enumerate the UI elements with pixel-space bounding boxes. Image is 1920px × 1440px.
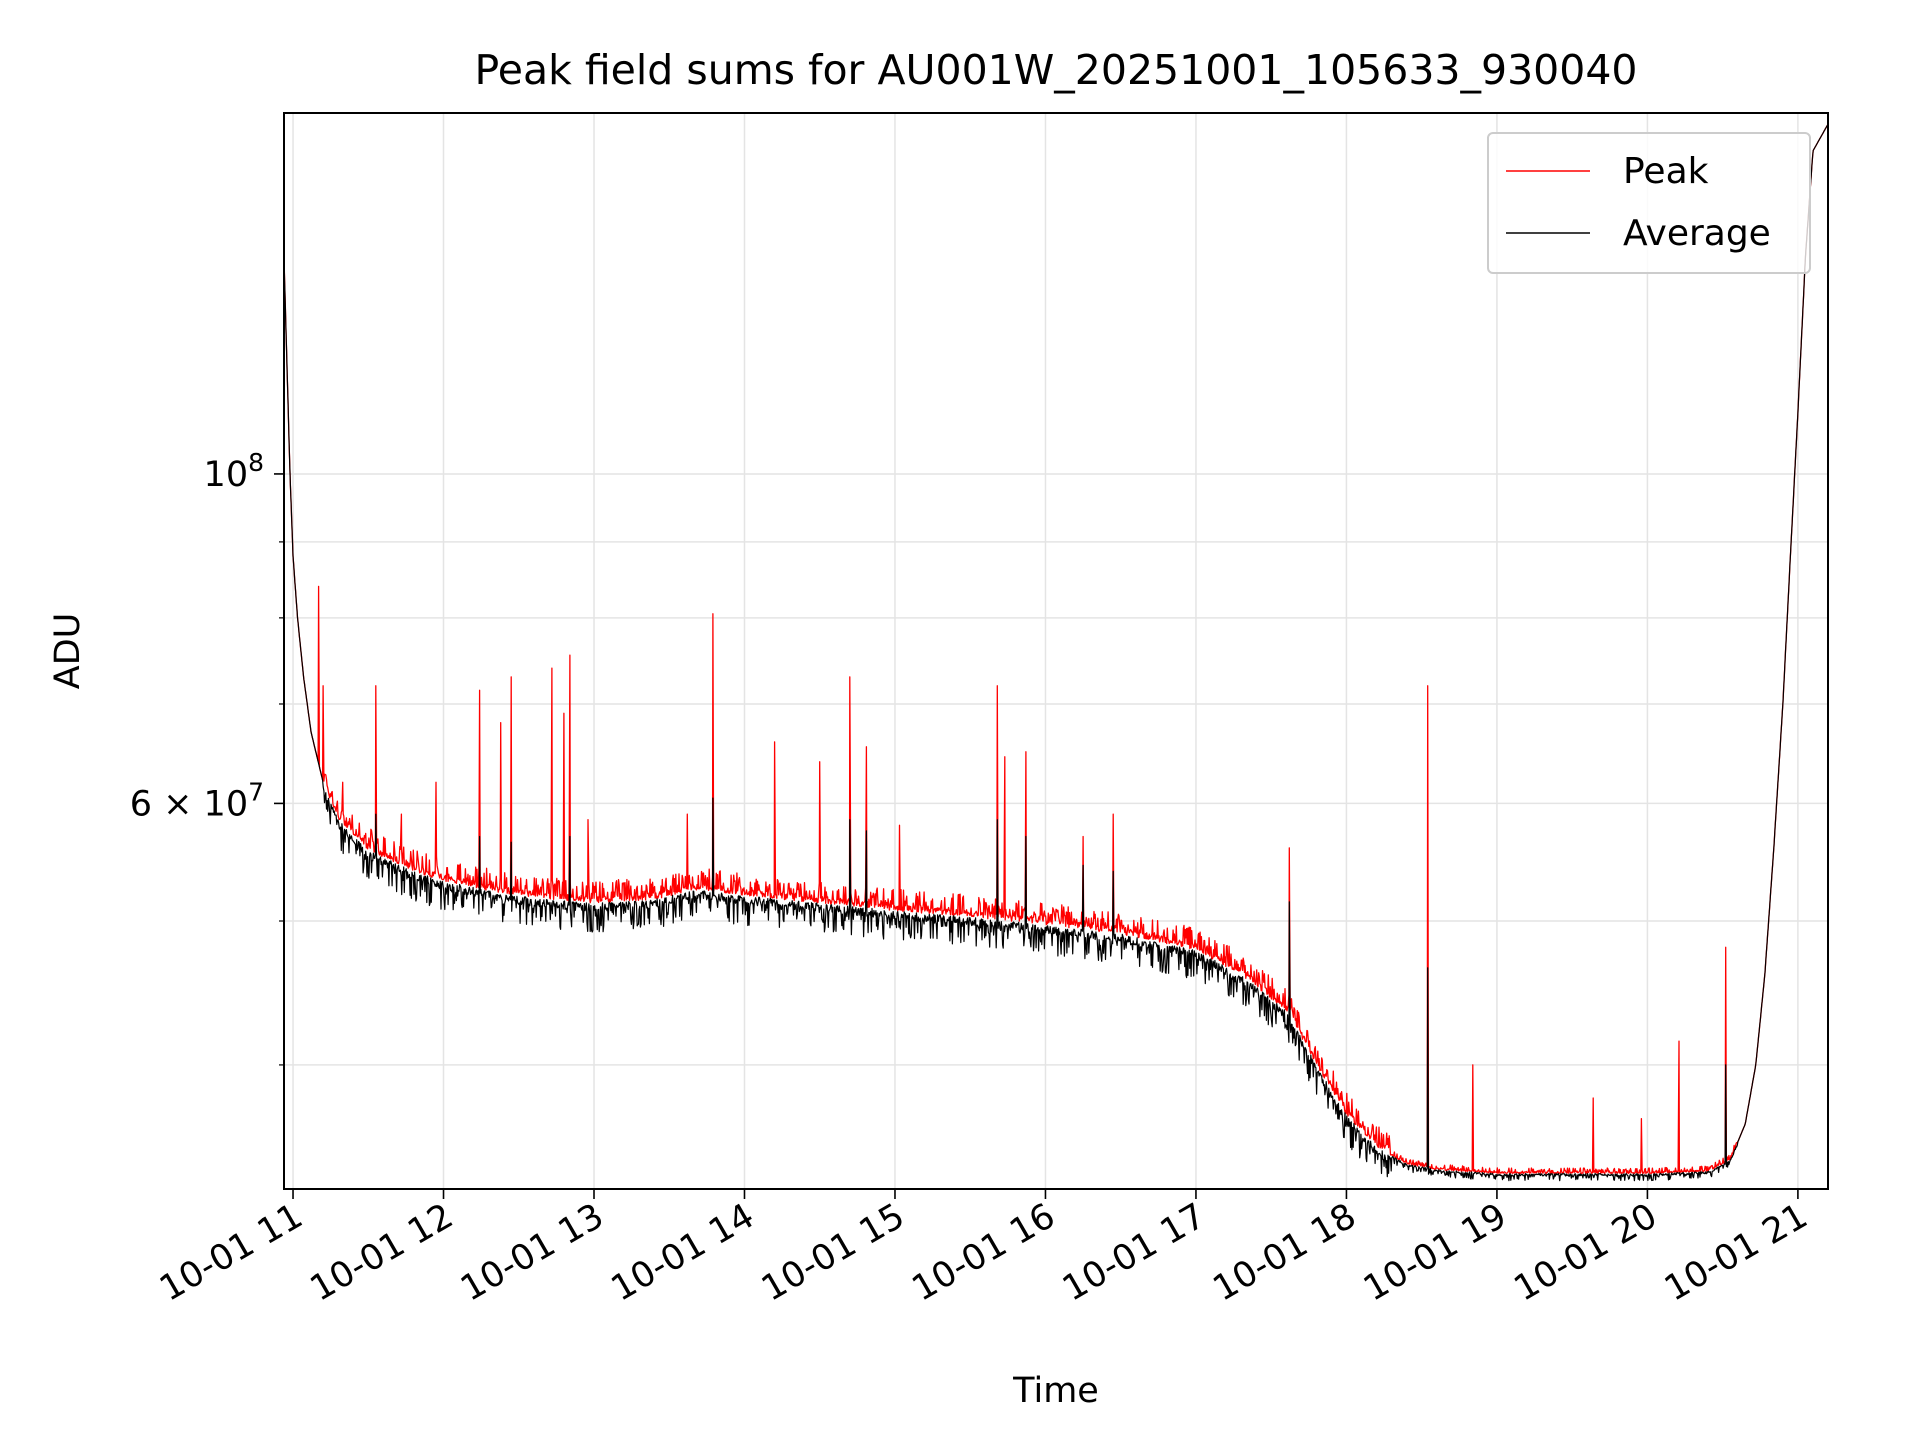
y-axis-label: ADU: [48, 613, 88, 690]
x-axis-label: Time: [1012, 1371, 1099, 1411]
y-tick-exponent: 8: [248, 448, 264, 477]
chart-title: Peak field sums for AU001W_20251001_1056…: [474, 46, 1637, 94]
legend-label-peak: Peak: [1623, 151, 1709, 192]
y-tick-label: 6 × 107: [130, 777, 264, 824]
legend: Peak Average: [1487, 132, 1811, 274]
series-line-peak: [284, 123, 1828, 1175]
grid-lines: [284, 113, 1828, 1189]
y-tick-label: 108: [204, 448, 264, 495]
y-tick-base: 10: [204, 455, 249, 495]
plot-area-frame: [283, 112, 1829, 1190]
legend-box: [1487, 132, 1811, 274]
y-tick-mantissa: 6 ×: [130, 784, 204, 824]
series-line-average: [284, 123, 1828, 1182]
series-layer: [284, 123, 1828, 1182]
legend-label-average: Average: [1623, 213, 1771, 254]
y-tick-exponent: 7: [248, 777, 264, 806]
y-tick-base: 10: [204, 784, 249, 824]
